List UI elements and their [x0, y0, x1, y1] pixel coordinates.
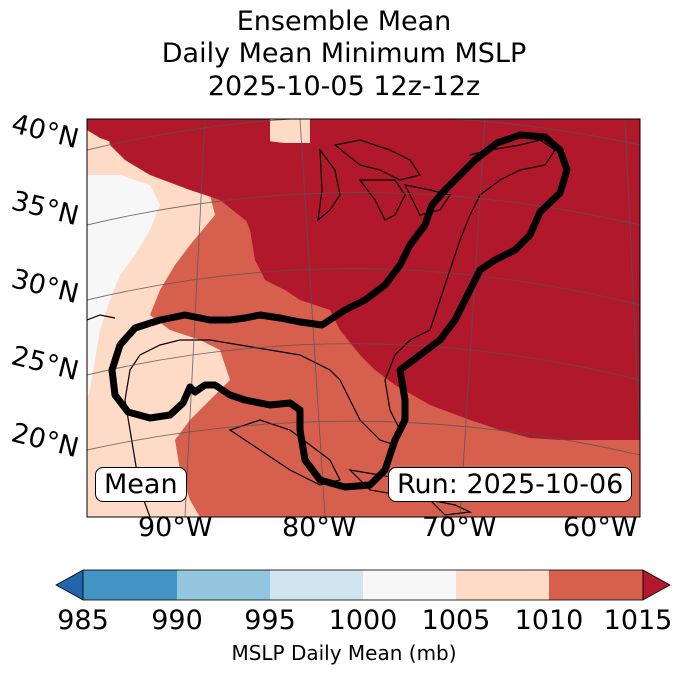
graticule: [87, 119, 640, 517]
lon-label-80w: 80°W: [282, 512, 357, 543]
ensemble-contour: [108, 131, 571, 491]
colorbar-segment-1000-1005: [363, 570, 456, 600]
colorbar-segment-995-1000: [270, 570, 363, 600]
map-frame: [86, 118, 641, 518]
colorbar-segment-990-995: [177, 570, 270, 600]
title-line-2: Daily Mean Minimum MSLP: [161, 38, 527, 69]
colorbar-tick-1010: 1010: [514, 605, 584, 636]
colorbar-extend-low: [55, 569, 84, 601]
lon-label-60w: 60°W: [563, 512, 638, 543]
colorbar-segment-1010-1015: [549, 570, 643, 600]
region-1005-1010-north: [270, 119, 310, 143]
mean-label: Mean: [95, 467, 187, 502]
colorbar-tick-1015: 1015: [603, 605, 673, 636]
title-line-3: 2025-10-05 12z-12z: [207, 71, 481, 102]
lon-label-70w: 70°W: [422, 512, 497, 543]
colorbar-segment-985-990: [83, 570, 177, 600]
region-1000-1005: [87, 175, 160, 400]
colorbar-tick-985: 985: [57, 605, 109, 636]
run-label: Run: 2025-10-06: [388, 467, 633, 502]
colorbar-tick-990: 990: [151, 605, 203, 636]
colorbar-frame: [82, 569, 644, 601]
region-above-1015-north: [105, 119, 345, 240]
colorbar-tick-995: 995: [244, 605, 296, 636]
colorbar-extend-high: [642, 569, 671, 601]
lon-label-90w: 90°W: [138, 512, 213, 543]
colorbar-tick-1000: 1000: [328, 605, 398, 636]
region-1010-1015: [87, 145, 640, 517]
title-line-1: Ensemble Mean: [236, 6, 452, 37]
colorbar-segment-1005-1010: [456, 570, 549, 600]
colorbar-tick-1005: 1005: [421, 605, 491, 636]
colorbar-label: MSLP Daily Mean (mb): [231, 641, 457, 665]
